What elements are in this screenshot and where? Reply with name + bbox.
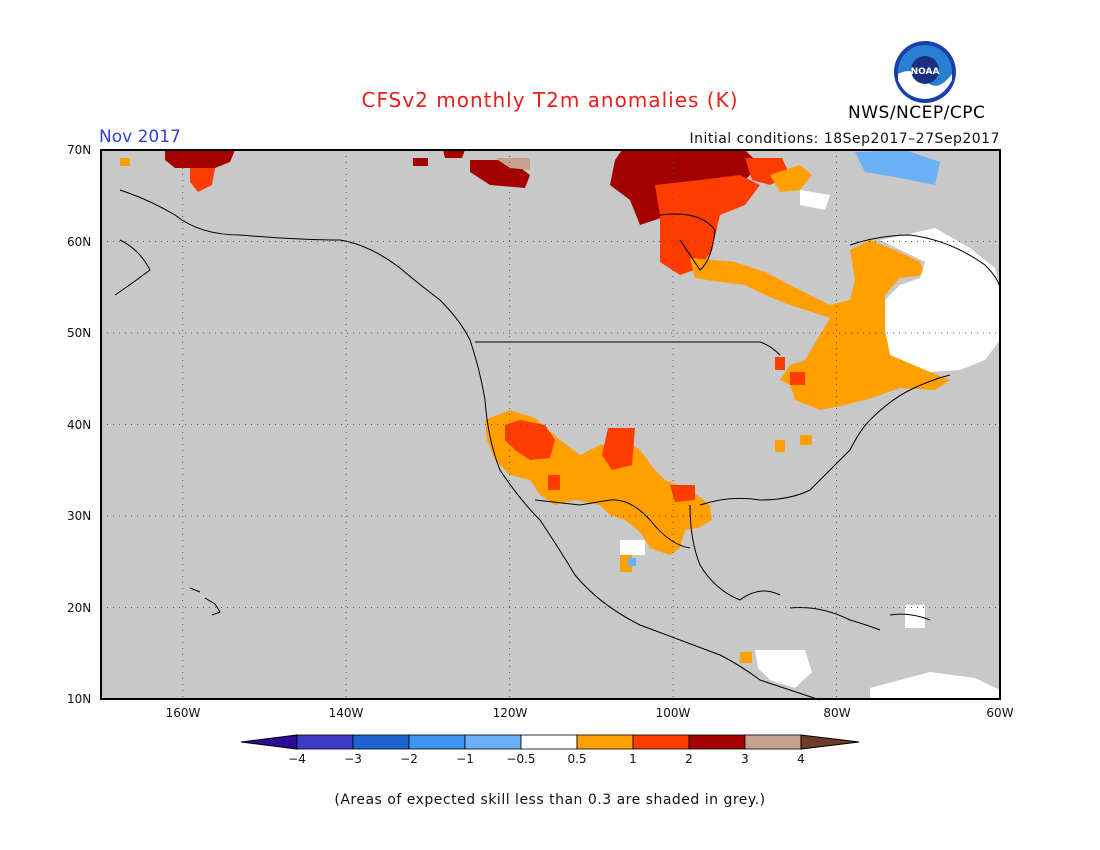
colorbar-label: 0.5 bbox=[567, 752, 586, 766]
map-frame bbox=[100, 149, 1001, 700]
colorbar-arrow-high bbox=[800, 734, 860, 750]
map-background bbox=[101, 150, 1000, 699]
anomaly-region bbox=[690, 240, 950, 410]
lon-axis-labels: 160W 140W 120W 100W 80W 60W bbox=[166, 706, 1014, 720]
anomaly-region bbox=[800, 435, 812, 445]
anomaly-region bbox=[880, 228, 1000, 372]
valid-month: Nov 2017 bbox=[99, 127, 181, 147]
colorbar-box bbox=[464, 734, 522, 750]
anomaly-regions bbox=[120, 150, 1000, 699]
colorbar-label: 3 bbox=[741, 752, 749, 766]
anomaly-region bbox=[548, 475, 560, 490]
hispaniola bbox=[889, 613, 931, 621]
lat-label: 10N bbox=[67, 692, 91, 706]
gulf-coast bbox=[689, 489, 811, 601]
anomaly-region bbox=[628, 558, 636, 566]
chart-title: CFSv2 monthly T2m anomalies (K) bbox=[361, 88, 739, 112]
colorbar-box bbox=[296, 734, 354, 750]
colorbar-label: −0.5 bbox=[506, 752, 535, 766]
svg-text:NOAA: NOAA bbox=[911, 67, 940, 77]
colorbar-label: 2 bbox=[685, 752, 693, 766]
anomaly-region bbox=[620, 540, 645, 555]
colorbar-box bbox=[744, 734, 802, 750]
lat-label: 50N bbox=[67, 326, 91, 340]
colorbar-box bbox=[520, 734, 578, 750]
lat-label: 20N bbox=[67, 601, 91, 615]
colorbar-label: 1 bbox=[629, 752, 637, 766]
lon-label: 120W bbox=[493, 706, 528, 720]
colorbar-label: −4 bbox=[288, 752, 306, 766]
anomaly-region bbox=[800, 190, 830, 210]
hawaii bbox=[189, 587, 221, 616]
anomaly-region bbox=[190, 168, 215, 192]
anomaly-region bbox=[775, 357, 785, 370]
alaska-west-coast bbox=[114, 239, 151, 296]
caribbean-cuba bbox=[789, 607, 881, 631]
anomaly-region bbox=[790, 372, 805, 385]
us-canada-border bbox=[475, 341, 781, 356]
coastlines bbox=[114, 189, 1001, 701]
anomaly-region bbox=[413, 158, 428, 166]
anomaly-region bbox=[602, 428, 635, 470]
colorbar-label: −2 bbox=[400, 752, 418, 766]
anomaly-region bbox=[495, 158, 530, 170]
colorbar-arrow-low bbox=[240, 734, 298, 750]
agency-label: NWS/NCEP/CPC bbox=[848, 103, 986, 123]
colorbar-label: 4 bbox=[797, 752, 805, 766]
anomaly-region bbox=[505, 420, 555, 460]
colorbar-box bbox=[352, 734, 410, 750]
colorbar-label: −1 bbox=[456, 752, 474, 766]
anomaly-region bbox=[655, 175, 760, 275]
anomaly-region bbox=[870, 672, 1000, 699]
lon-label: 80W bbox=[823, 706, 850, 720]
colorbar-label: −3 bbox=[344, 752, 362, 766]
labrador-coast bbox=[849, 234, 1001, 291]
colorbar-box bbox=[408, 734, 466, 750]
colorbar-box bbox=[688, 734, 746, 750]
initial-conditions: Initial conditions: 18Sep2017–27Sep2017 bbox=[689, 131, 1000, 147]
footnote: (Areas of expected skill less than 0.3 a… bbox=[334, 792, 766, 808]
colorbar-box bbox=[576, 734, 634, 750]
colorbar: −4 −3 −2 −1 −0.5 0.5 1 2 3 4 bbox=[240, 734, 860, 766]
lon-label: 160W bbox=[166, 706, 201, 720]
lat-label: 70N bbox=[67, 143, 91, 157]
lon-label: 60W bbox=[986, 706, 1013, 720]
anomaly-region bbox=[770, 165, 812, 192]
atlantic-coast bbox=[809, 374, 951, 491]
anomaly-region bbox=[855, 150, 940, 185]
anomaly-region bbox=[443, 150, 465, 158]
anomaly-region bbox=[120, 158, 130, 166]
lat-label: 60N bbox=[67, 235, 91, 249]
alaska-coast bbox=[119, 189, 471, 341]
hudson-bay bbox=[659, 213, 716, 271]
lat-axis-labels: 70N 60N 50N 40N 30N 20N 10N bbox=[67, 143, 91, 706]
anomaly-region bbox=[670, 485, 695, 502]
anomaly-region bbox=[755, 650, 812, 688]
lon-label: 140W bbox=[329, 706, 364, 720]
anomaly-region bbox=[775, 440, 785, 452]
anomaly-region bbox=[165, 150, 235, 168]
noaa-logo: NOAA bbox=[894, 41, 956, 103]
anomaly-region bbox=[740, 652, 752, 663]
us-mexico-border bbox=[534, 499, 691, 549]
anomaly-region bbox=[905, 605, 925, 628]
lat-label: 40N bbox=[67, 418, 91, 432]
colorbar-box bbox=[632, 734, 690, 750]
lat-label: 30N bbox=[67, 509, 91, 523]
lon-label: 100W bbox=[656, 706, 691, 720]
pacific-coast bbox=[469, 339, 821, 701]
